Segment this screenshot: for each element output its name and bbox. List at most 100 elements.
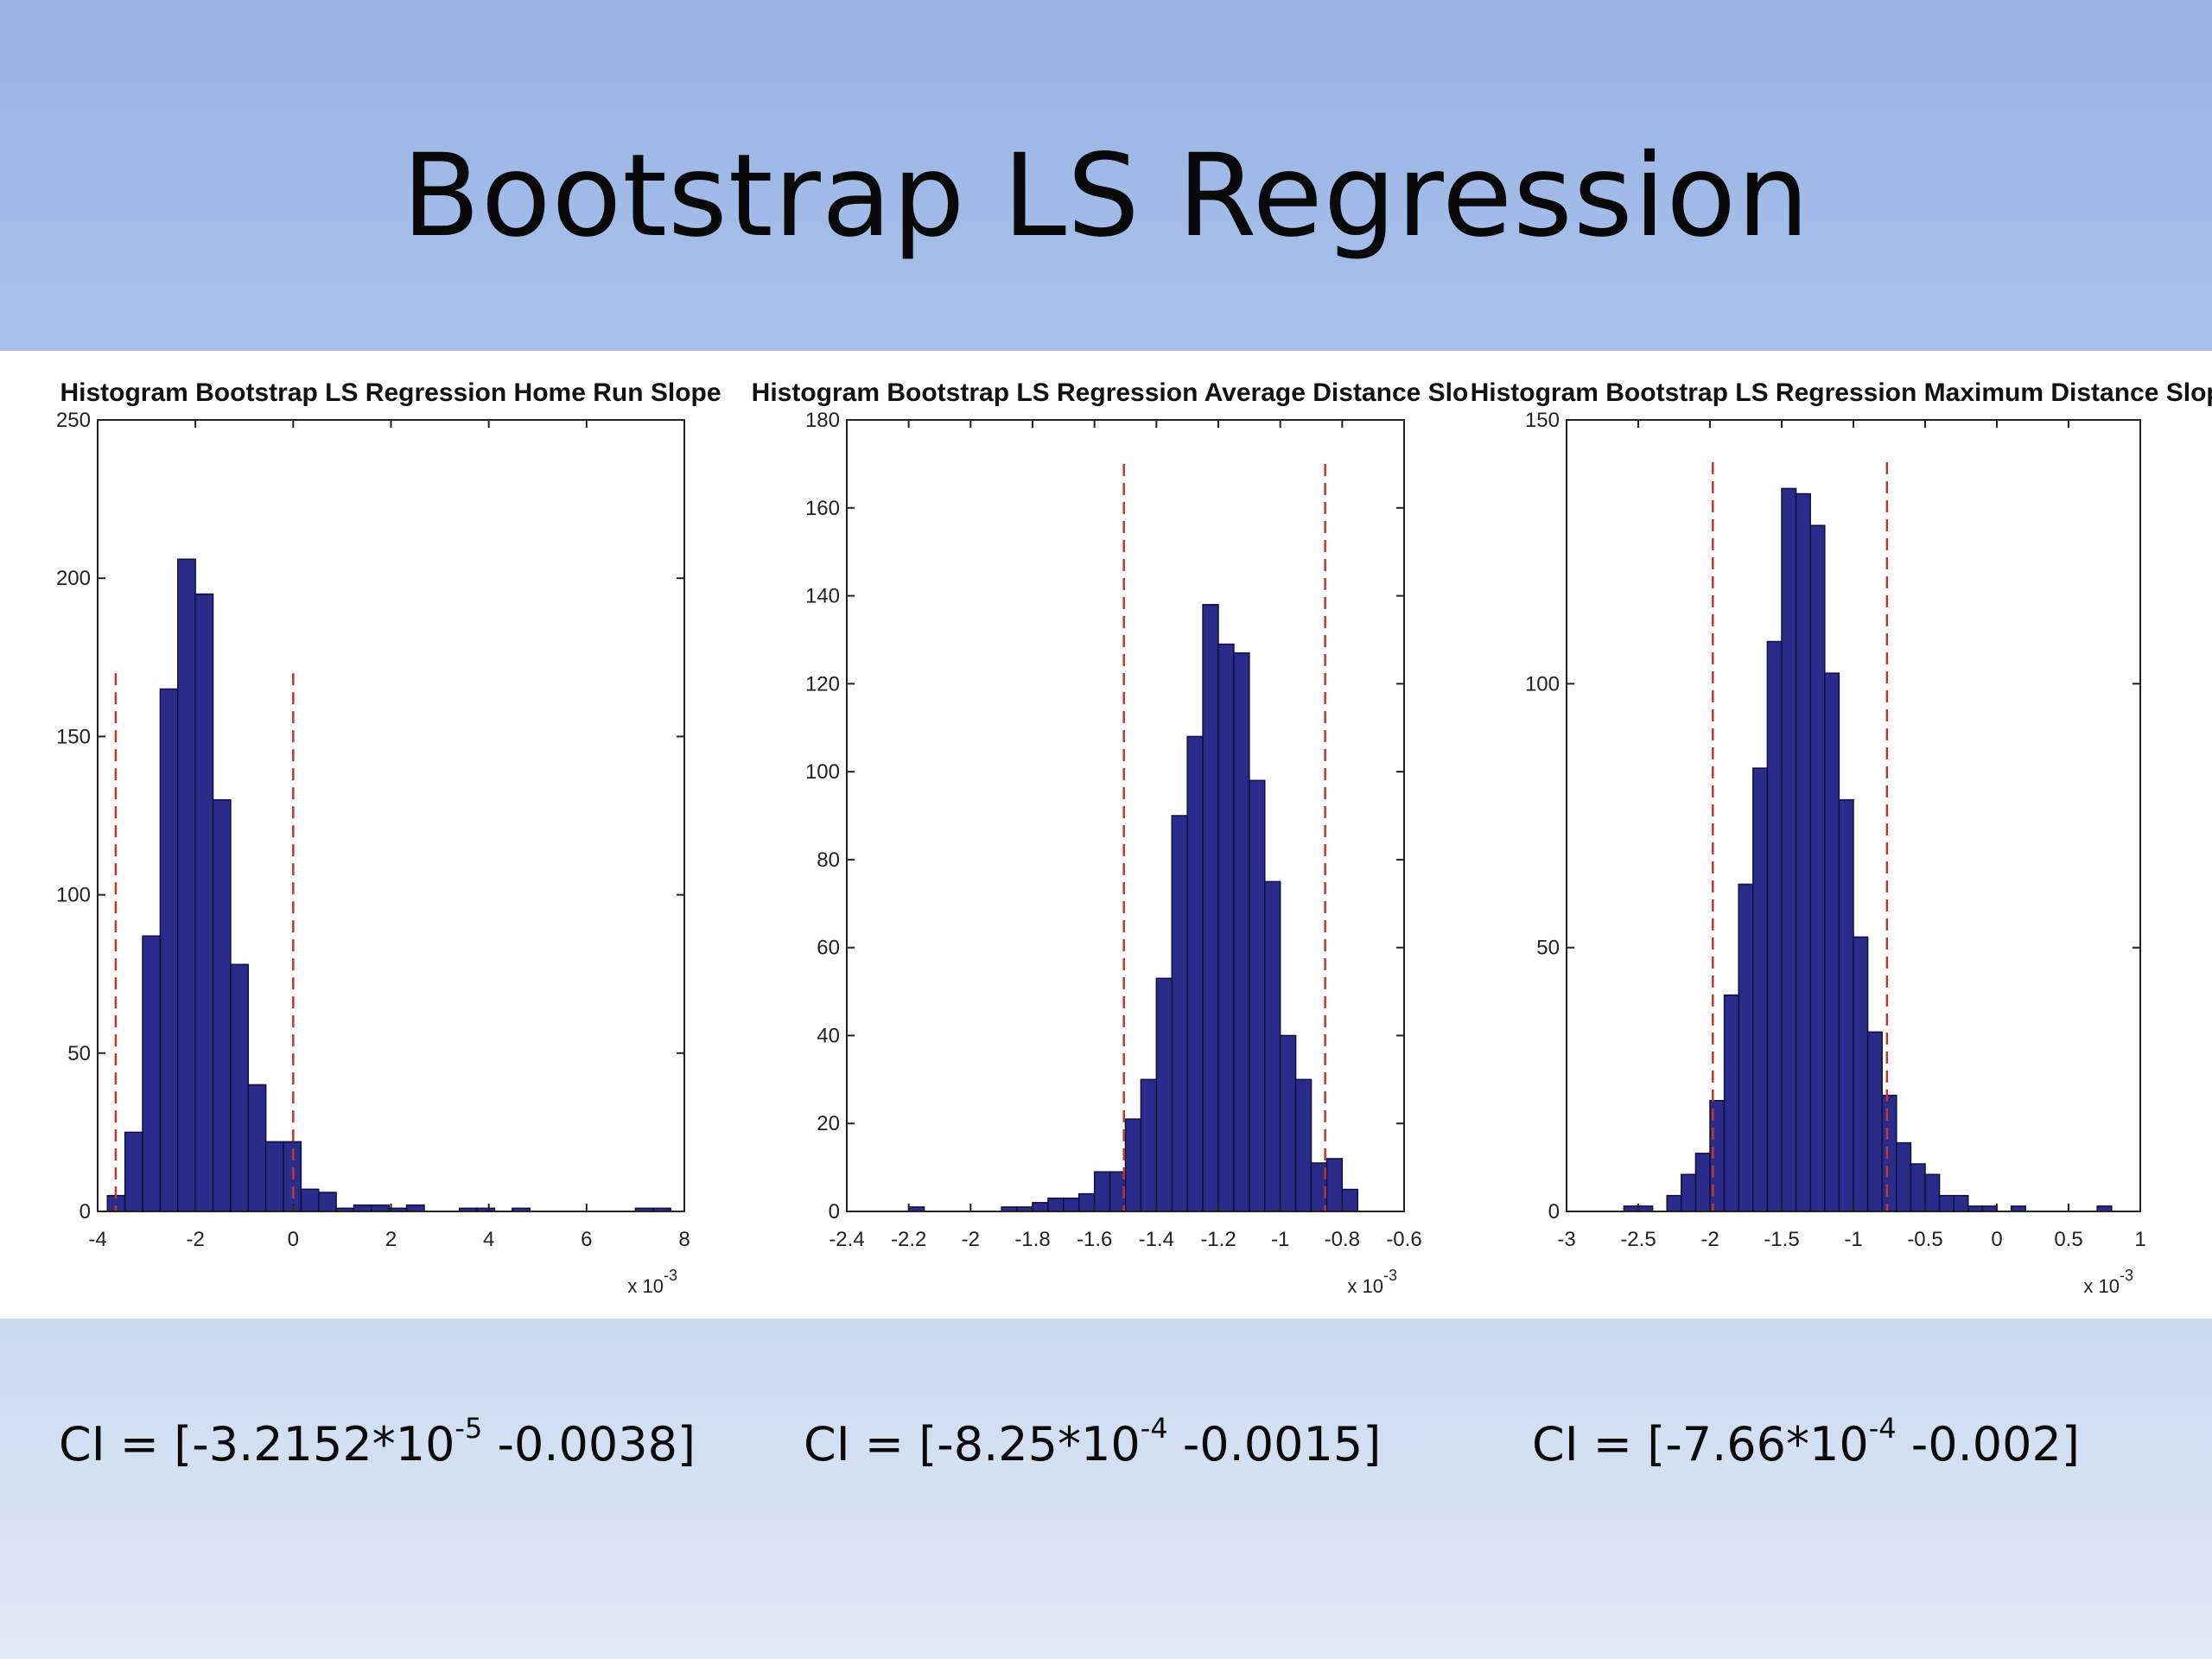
y-tick-label: 150 — [1525, 409, 1560, 432]
histogram-svg: Histogram Bootstrap LS Regression Maximu… — [1471, 378, 2212, 1297]
y-tick-label: 140 — [805, 585, 840, 608]
histogram-bar — [1249, 779, 1266, 1212]
x-tick-label: -2 — [962, 1228, 980, 1251]
histogram-bar — [1738, 883, 1754, 1212]
histogram-bar — [1723, 994, 1739, 1212]
histogram-bar — [1838, 798, 1854, 1212]
histogram-average-distance-slope: Histogram Bootstrap LS Regression Averag… — [734, 351, 1469, 1319]
y-tick-label: 50 — [1536, 937, 1560, 960]
y-tick-label: 0 — [79, 1200, 91, 1224]
histogram-bar — [230, 963, 250, 1212]
x-tick-label: -1.5 — [1764, 1228, 1799, 1251]
y-tick-label: 50 — [67, 1042, 91, 1065]
x-axis-multiplier: x 10-3 — [2083, 1267, 2133, 1297]
x-axis-multiplier: x 10-3 — [1347, 1267, 1397, 1297]
histogram-bar — [1881, 1094, 1897, 1212]
x-tick-label: 1 — [2134, 1228, 2145, 1251]
x-tick-label: -1 — [1844, 1228, 1862, 1251]
y-tick-label: 60 — [817, 937, 840, 960]
histogram-bar — [1953, 1194, 1969, 1212]
y-tick-label: 150 — [56, 725, 91, 748]
x-tick-label: 2 — [385, 1228, 397, 1251]
x-tick-label: 0 — [1991, 1228, 2002, 1251]
histogram-bar — [1896, 1141, 1912, 1212]
slide-title: Bootstrap LS Regression — [402, 130, 1810, 263]
histogram-svg: Histogram Bootstrap LS Regression Home R… — [56, 378, 721, 1297]
histogram-bar — [212, 798, 232, 1212]
histogram-bar — [1279, 1034, 1297, 1212]
histogram-bar — [1032, 1202, 1049, 1212]
histogram-bar — [1938, 1194, 1955, 1212]
histogram-bar — [1078, 1192, 1096, 1212]
x-tick-label: -0.8 — [1325, 1228, 1360, 1251]
histogram-bar — [159, 688, 179, 1212]
histogram-bar — [1264, 880, 1281, 1212]
histogram-bar — [1325, 1158, 1344, 1212]
chart-title: Histogram Bootstrap LS Regression Maximu… — [1471, 378, 2212, 407]
y-tick-label: 40 — [817, 1024, 840, 1047]
histogram-bar — [1124, 1118, 1142, 1212]
x-tick-label: -0.6 — [1386, 1228, 1421, 1251]
histogram-bar — [1781, 487, 1797, 1212]
x-tick-label: -2.5 — [1620, 1228, 1656, 1251]
histogram-bar — [1853, 936, 1869, 1212]
x-tick-label: -2.2 — [891, 1228, 926, 1251]
y-tick-label: 100 — [805, 760, 840, 784]
axes-box — [846, 419, 1405, 1212]
histogram-bar — [1866, 1031, 1883, 1212]
y-tick-label: 200 — [56, 567, 91, 590]
y-tick-label: 0 — [829, 1200, 840, 1224]
y-tick-label: 100 — [1525, 672, 1560, 696]
histogram-bar — [318, 1192, 337, 1212]
histogram-bar — [194, 593, 214, 1212]
x-tick-label: -1.6 — [1077, 1228, 1112, 1251]
histogram-bar — [1795, 493, 1811, 1212]
histogram-bar — [1924, 1173, 1941, 1212]
chart-title: Histogram Bootstrap LS Regression Home R… — [60, 378, 721, 407]
chart-title: Histogram Bootstrap LS Regression Averag… — [752, 378, 1469, 407]
histogram-bar — [371, 1204, 390, 1212]
histogram-maximum-distance-slope: Histogram Bootstrap LS Regression Maximu… — [1469, 351, 2212, 1319]
ci-label-average-distance: CI = [-8.25*10-4 -0.0015] — [804, 1412, 1382, 1471]
histogram-bar — [300, 1188, 320, 1212]
histogram-bar — [124, 1131, 143, 1212]
y-tick-label: 80 — [817, 849, 840, 872]
y-tick-label: 100 — [56, 884, 91, 907]
histogram-bar — [1294, 1078, 1313, 1212]
histogram-bar — [1666, 1194, 1682, 1212]
x-tick-label: -3 — [1557, 1228, 1575, 1251]
histogram-bar — [264, 1141, 284, 1212]
x-tick-label: 4 — [483, 1228, 494, 1251]
x-tick-label: -0.5 — [1907, 1228, 1942, 1251]
histogram-bar — [1910, 1163, 1926, 1212]
figure-area: Histogram Bootstrap LS Regression Home R… — [0, 351, 2212, 1319]
x-tick-label: -1.4 — [1139, 1228, 1174, 1251]
histogram-bar — [142, 935, 162, 1212]
histogram-svg: Histogram Bootstrap LS Regression Averag… — [752, 378, 1469, 1297]
x-axis-multiplier: x 10-3 — [627, 1267, 677, 1297]
x-tick-label: -4 — [88, 1228, 106, 1251]
bottom-band — [0, 1319, 2212, 1659]
x-tick-label: -2.4 — [829, 1228, 864, 1251]
y-tick-label: 0 — [1548, 1200, 1560, 1224]
ci-label-maximum-distance: CI = [-7.66*10-4 -0.002] — [1532, 1412, 2080, 1471]
histogram-bar — [1824, 672, 1840, 1212]
histogram-bar — [1047, 1197, 1065, 1212]
y-tick-label: 120 — [805, 672, 840, 696]
histogram-bar — [1694, 1153, 1711, 1212]
histogram-bar — [1155, 977, 1173, 1212]
histogram-bar — [247, 1084, 267, 1212]
histogram-bar — [1766, 640, 1783, 1212]
y-tick-label: 250 — [56, 409, 91, 432]
x-tick-label: -2 — [186, 1228, 204, 1251]
y-tick-label: 160 — [805, 497, 840, 520]
histogram-bar — [1186, 735, 1204, 1212]
y-tick-label: 20 — [817, 1112, 840, 1135]
histogram-bar — [405, 1204, 425, 1212]
x-tick-label: 6 — [581, 1228, 592, 1251]
histogram-bar — [1752, 767, 1769, 1212]
x-tick-label: 0.5 — [2054, 1228, 2082, 1251]
histogram-bar — [177, 558, 196, 1212]
histogram-bar — [1681, 1173, 1697, 1212]
histogram-bar — [1093, 1171, 1111, 1212]
